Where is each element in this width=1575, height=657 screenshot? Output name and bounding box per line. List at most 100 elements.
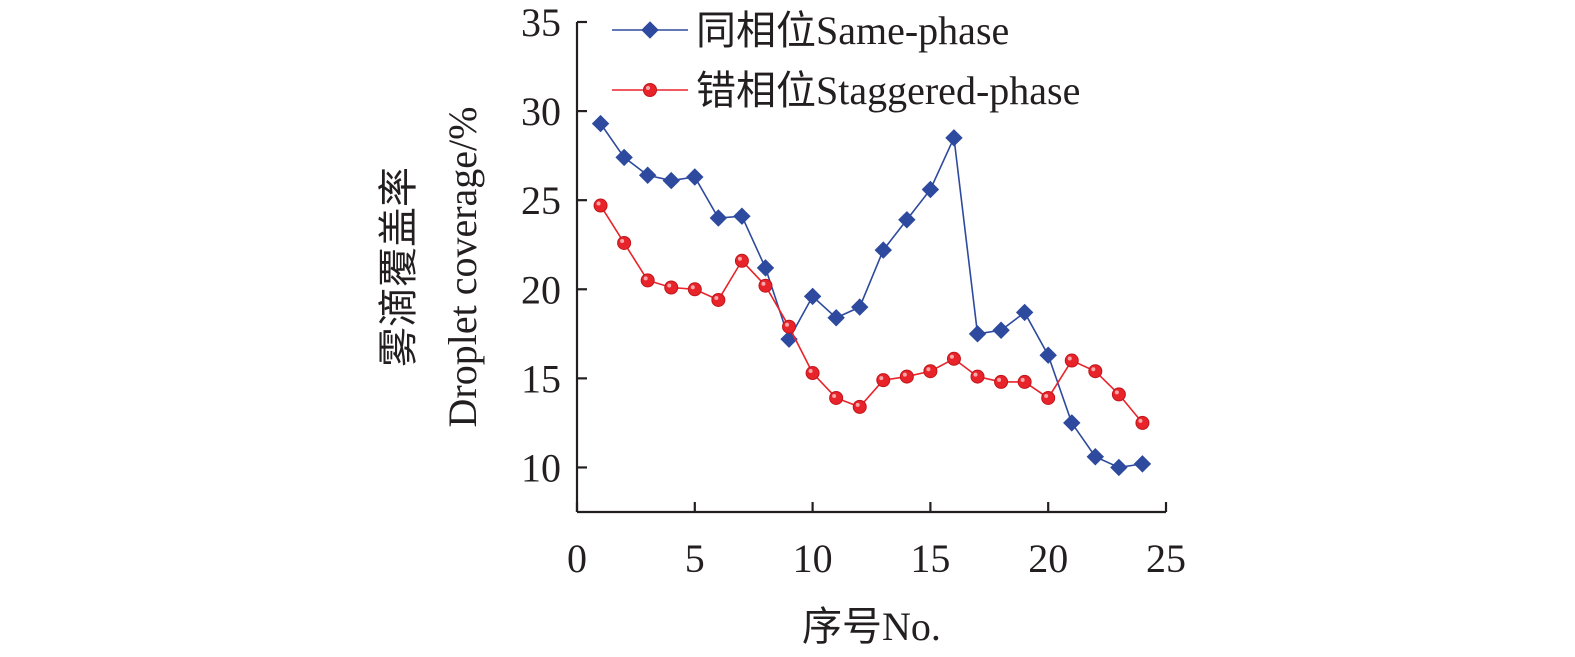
legend-item: 错相位Staggered-phase	[612, 68, 1080, 113]
legend-marker	[641, 21, 659, 39]
marker-highlight	[808, 369, 813, 374]
marker-highlight	[1020, 377, 1025, 382]
legend-item: 同相位Same-phase	[612, 8, 1009, 53]
legend-label: 同相位Same-phase	[696, 8, 1009, 53]
data-point	[617, 235, 632, 250]
data-point	[711, 292, 726, 307]
marker-highlight	[1091, 367, 1096, 372]
data-point	[1135, 415, 1150, 430]
data-point	[1088, 364, 1103, 379]
marker-highlight	[973, 372, 978, 377]
marker-highlight	[643, 276, 648, 281]
x-tick-label: 25	[1146, 536, 1186, 581]
data-point	[923, 364, 938, 379]
data-point	[1041, 390, 1056, 405]
data-point	[1063, 414, 1081, 432]
data-point	[662, 171, 680, 190]
x-ticks: 0 5 10 15 20 25	[567, 502, 1186, 581]
marker-highlight	[832, 393, 837, 398]
axes	[575, 22, 1166, 514]
data-point	[709, 209, 728, 227]
x-tick-label: 5	[685, 536, 705, 581]
data-point	[921, 180, 940, 199]
marker-highlight	[761, 281, 766, 286]
legend-marker	[643, 83, 657, 97]
data-point	[686, 168, 704, 186]
data-point	[1039, 346, 1057, 364]
data-point	[968, 325, 987, 343]
data-point	[1086, 448, 1105, 466]
x-axis-title: 序号No.	[802, 604, 941, 649]
y-tick-label: 10	[521, 445, 561, 490]
data-point	[851, 298, 869, 316]
data-point	[1133, 455, 1152, 473]
data-point	[758, 278, 773, 293]
data-point	[899, 369, 914, 384]
marker-highlight	[596, 201, 601, 206]
data-point	[898, 211, 916, 229]
data-point	[1064, 353, 1079, 368]
legend-label: 错相位Staggered-phase	[696, 68, 1080, 113]
y-axis-title: 雾滴覆盖率 Droplet coverage/%	[376, 107, 485, 428]
y-axis-title-en: Droplet coverage/%	[440, 107, 485, 428]
marker-highlight	[714, 295, 719, 300]
marker-highlight	[1044, 393, 1049, 398]
data-point	[803, 287, 822, 306]
data-point	[945, 129, 963, 147]
data-point	[992, 321, 1010, 339]
data-point	[664, 280, 679, 295]
data-point	[733, 207, 751, 225]
marker-highlight	[879, 376, 884, 381]
x-tick-label: 10	[793, 536, 833, 581]
marker-highlight	[855, 402, 860, 407]
data-point	[756, 259, 775, 277]
data-point	[1110, 458, 1128, 477]
marker-highlight	[737, 256, 742, 261]
data-point	[591, 114, 610, 133]
marker-highlight	[690, 285, 695, 290]
data-point	[734, 253, 749, 268]
y-tick-label: 30	[521, 89, 561, 134]
x-tick-label: 15	[910, 536, 950, 581]
series-layer	[591, 114, 1152, 477]
data-point	[638, 166, 657, 184]
marker-highlight	[785, 322, 790, 327]
data-point	[994, 374, 1009, 389]
legend: 同相位Same-phase 错相位Staggered-phase	[612, 8, 1080, 113]
data-point	[615, 148, 633, 167]
data-point	[852, 399, 867, 414]
data-point	[874, 241, 892, 259]
x-tick-label: 20	[1028, 536, 1068, 581]
y-ticks: 10 15 20 25 30 35	[521, 0, 587, 490]
data-point	[593, 198, 608, 213]
marker-highlight	[1138, 418, 1143, 423]
data-point	[1015, 303, 1034, 322]
data-point	[782, 319, 797, 334]
marker-highlight	[620, 238, 625, 243]
data-point	[1111, 387, 1126, 402]
data-point	[687, 282, 702, 297]
marker-highlight	[997, 377, 1002, 382]
data-point	[640, 273, 655, 288]
marker-highlight	[1114, 390, 1119, 395]
marker-highlight	[902, 372, 907, 377]
data-point	[970, 369, 985, 384]
data-point	[1017, 374, 1032, 389]
marker-highlight	[949, 354, 954, 359]
y-tick-label: 25	[521, 178, 561, 223]
data-point	[829, 390, 844, 405]
marker-highlight	[1067, 356, 1072, 361]
marker-highlight	[667, 283, 672, 288]
series-line	[599, 123, 1143, 469]
y-tick-label: 15	[521, 356, 561, 401]
y-tick-label: 20	[521, 267, 561, 312]
series-same-phase	[591, 114, 1152, 477]
marker-highlight	[646, 86, 650, 90]
y-axis-title-cn: 雾滴覆盖率	[376, 167, 421, 367]
marker-highlight	[926, 367, 931, 372]
x-tick-label: 0	[567, 536, 587, 581]
series-staggered-phase	[593, 198, 1150, 430]
data-point	[876, 373, 891, 388]
